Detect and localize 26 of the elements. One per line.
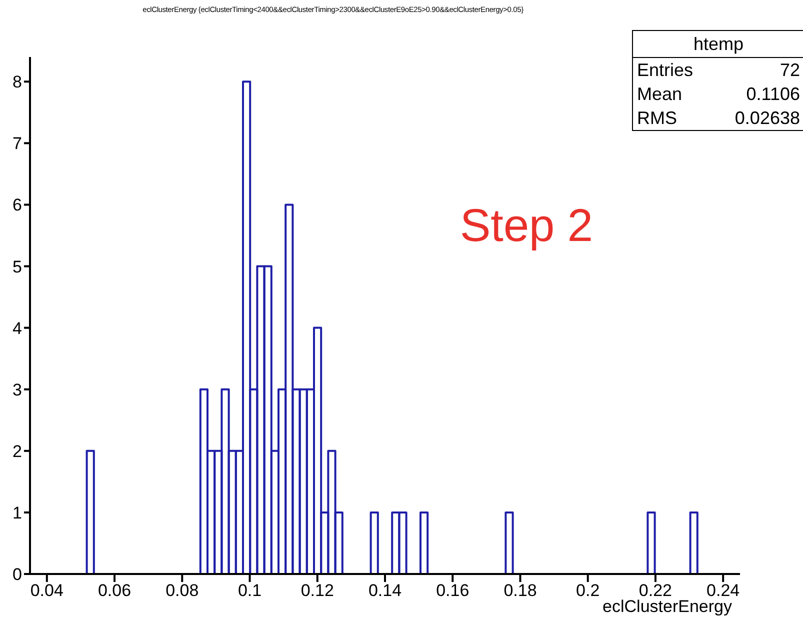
y-tick-label: 6 [12, 196, 22, 215]
annotation: Entries [637, 59, 694, 81]
y-tick-label: 5 [12, 257, 22, 276]
y-tick-label: 3 [12, 380, 22, 400]
x-tick-label: 0.08 [166, 581, 199, 600]
annotation: RMS [637, 107, 677, 129]
x-tick-label: 0.04 [30, 581, 64, 600]
annotation: Step 2 [460, 198, 593, 252]
x-tick-label: 0.16 [436, 581, 470, 600]
y-tick-label: 7 [12, 134, 22, 154]
x-tick-label: 0.12 [300, 581, 334, 600]
y-tick-label: 8 [12, 72, 22, 92]
annotation: Mean [637, 83, 682, 105]
x-tick-label: 0.14 [368, 581, 402, 600]
x-tick-label: 0.1 [238, 581, 262, 600]
y-tick-label: 0 [12, 565, 22, 584]
y-tick-label: 4 [12, 318, 22, 338]
y-tick-label: 1 [12, 503, 22, 522]
text: 0.1106 [746, 83, 800, 105]
x-tick-label: 0.18 [504, 581, 537, 600]
x-tick-label: 0.06 [98, 581, 132, 600]
text: 72 [780, 59, 800, 81]
annotation: 0.02638 [734, 107, 800, 129]
text: htemp [633, 31, 803, 58]
x-tick-label: 0.2 [576, 581, 600, 600]
y-tick-label: 2 [12, 442, 22, 461]
